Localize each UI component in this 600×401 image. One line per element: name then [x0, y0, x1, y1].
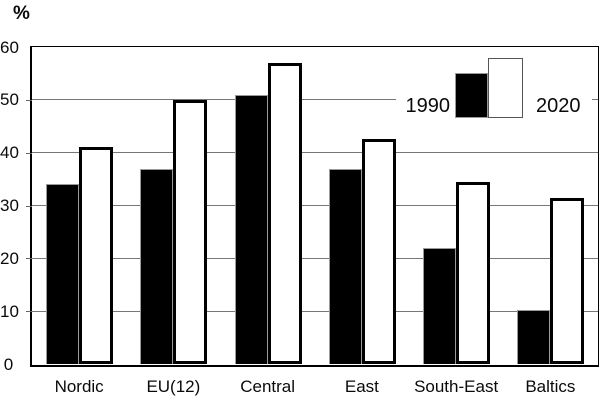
x-category-label-nordic: Nordic [54, 377, 104, 396]
y-axis-unit-label: % [13, 3, 30, 24]
legend-swatch-2020 [488, 57, 523, 118]
y-tick-label-30: 30 [0, 196, 19, 215]
x-category-label-central: Central [240, 377, 296, 396]
x-category-label-south-east: South-East [414, 377, 499, 396]
bar-2020-baltics [550, 197, 585, 364]
gridline-20 [32, 257, 598, 259]
y-tick-mark-50 [26, 99, 32, 101]
bar-2020-south-east [456, 181, 491, 364]
bar-1990-eu(12) [140, 168, 174, 364]
bar-1990-nordic [46, 184, 80, 364]
bar-2020-central [267, 62, 302, 364]
bar-2020-east [361, 139, 396, 364]
gridline-30 [32, 205, 598, 206]
x-category-label-east: East [344, 377, 379, 396]
bar-2020-nordic [79, 147, 114, 364]
y-tick-label-20: 20 [0, 248, 19, 268]
y-tick-mark-10 [26, 311, 32, 313]
x-category-label-eu(12): EU(12) [146, 377, 201, 396]
bar-1990-east [328, 168, 362, 364]
legend-label-2020: 2020 [536, 94, 581, 117]
y-tick-label-40: 40 [0, 143, 19, 163]
legend: 1990 2020 [396, 51, 592, 118]
gridline-10 [32, 310, 598, 312]
legend-label-1990: 1990 [405, 94, 451, 117]
gridline-40 [32, 152, 598, 154]
y-tick-label-0: 0 [3, 354, 14, 374]
y-tick-label-60: 60 [0, 37, 19, 57]
y-tick-mark-40 [26, 152, 32, 154]
bar-1990-central [234, 94, 268, 364]
y-tick-label-10: 10 [0, 301, 19, 321]
legend-swatch-1990 [455, 72, 488, 118]
bar-1990-baltics [517, 309, 551, 364]
y-tick-label-50: 50 [0, 90, 19, 110]
bar-1990-south-east [423, 247, 457, 364]
x-category-label-baltics: Baltics [525, 377, 576, 396]
y-tick-mark-30 [26, 205, 32, 207]
y-tick-mark-20 [26, 258, 32, 260]
bar-2020-eu(12) [173, 99, 208, 364]
gridline-50 [32, 99, 598, 101]
plot-area: 1990 2020 [30, 46, 599, 367]
